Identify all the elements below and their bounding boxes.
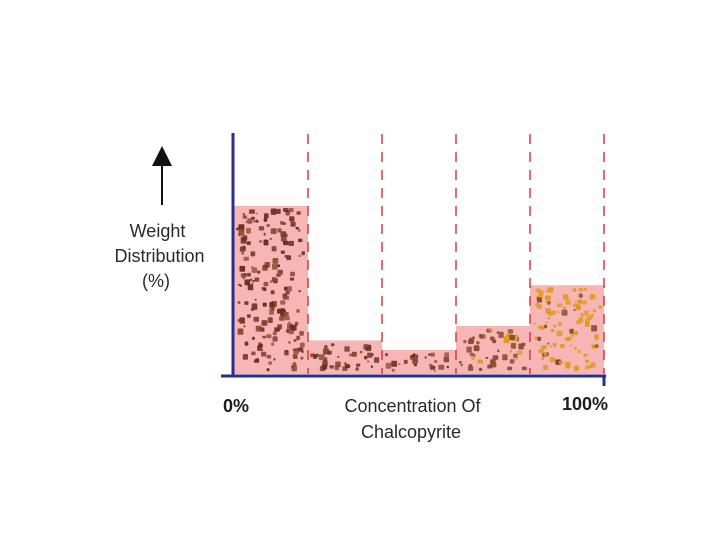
x-axis-label-line: Concentration Of (344, 396, 481, 416)
x-tick-label-end: 100% (562, 394, 608, 414)
bar-particles (236, 208, 305, 372)
x-axis-label-line: Chalcopyrite (361, 422, 461, 442)
x-tick-label-start: 0% (223, 396, 249, 416)
divider-lines (307, 134, 605, 374)
x-axis-label: Concentration Of Chalcopyrite (344, 396, 485, 442)
particles (236, 208, 602, 372)
y-axis-label-line: (%) (142, 271, 170, 291)
y-axis-label-line: Distribution (114, 246, 204, 266)
y-axis-label-line: Weight (130, 221, 186, 241)
bar-particles (458, 328, 527, 371)
bar-particles (310, 343, 380, 372)
bar-particles (385, 352, 450, 372)
y-axis-label: Weight Distribution (%) (114, 221, 209, 291)
bar-particles (533, 287, 602, 371)
histogram-bar (234, 206, 308, 374)
